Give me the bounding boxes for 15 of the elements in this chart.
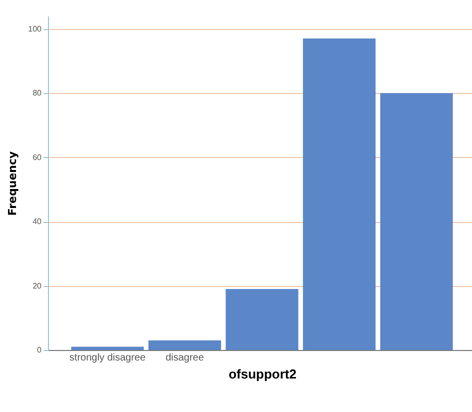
x-tick-label: strongly disagree [69, 352, 146, 364]
y-tick-label: 60 [32, 152, 42, 162]
y-tick-label: 40 [32, 217, 42, 226]
bar [302, 38, 376, 350]
y-tick-label: 100 [28, 24, 42, 34]
y-tick-label: 20 [32, 281, 42, 290]
y-axis-title: Frequency [6, 151, 20, 216]
bar [380, 93, 453, 350]
y-tick-label: 80 [32, 88, 42, 98]
bar [226, 288, 298, 350]
x-tick-label: disagree [166, 352, 204, 364]
bar [71, 346, 144, 350]
y-tick-label: 0 [37, 346, 42, 354]
bar [148, 340, 222, 350]
x-axis-title: ofsupport2 [228, 366, 296, 382]
